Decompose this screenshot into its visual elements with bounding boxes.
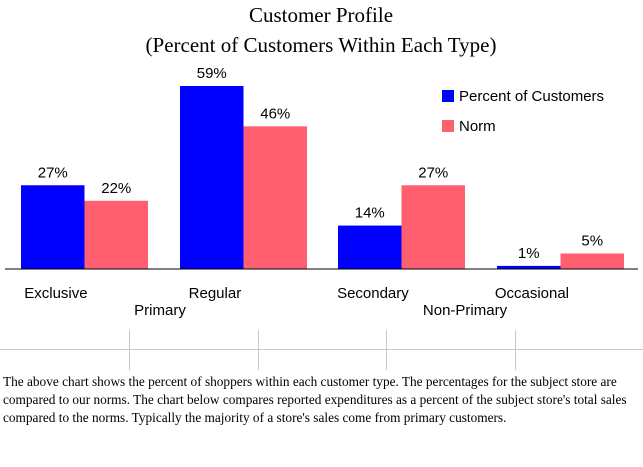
description-paragraph: The above chart shows the percent of sho…	[3, 374, 627, 425]
customer-profile-chart: Customer Profile (Percent of Customers W…	[0, 3, 643, 370]
category-label: Secondary	[337, 285, 409, 302]
legend-swatch	[442, 90, 454, 102]
data-label: 46%	[260, 105, 290, 122]
chart-subtitle: (Percent of Customers Within Each Type)	[146, 33, 497, 57]
category-label: Regular	[189, 285, 242, 302]
data-label: 14%	[355, 205, 385, 222]
data-label: 5%	[581, 232, 603, 249]
bar-regular-norm	[243, 126, 307, 269]
group-label-non-primary: Non-Primary	[423, 302, 508, 319]
bar-exclusive-customers	[21, 185, 85, 269]
data-label: 27%	[418, 164, 448, 181]
chart-title: Customer Profile	[249, 3, 393, 27]
divider-grid	[0, 330, 643, 370]
bar-occasional-norm	[560, 253, 624, 269]
bar-secondary-customers	[338, 225, 402, 269]
data-label: 59%	[197, 65, 227, 82]
data-label: 1%	[518, 245, 540, 262]
legend-label: Norm	[459, 118, 496, 135]
bar-occasional-customers	[497, 265, 561, 269]
bar-secondary-norm	[401, 185, 465, 269]
bar-regular-customers	[180, 86, 244, 269]
legend-label: Percent of Customers	[459, 88, 604, 105]
data-label: 22%	[101, 180, 131, 197]
legend-swatch	[442, 120, 454, 132]
bar-exclusive-norm	[84, 200, 148, 269]
data-label: 27%	[38, 164, 68, 181]
group-label-primary: Primary	[134, 302, 186, 319]
category-label: Exclusive	[24, 285, 87, 302]
category-label: Occasional	[495, 285, 569, 302]
